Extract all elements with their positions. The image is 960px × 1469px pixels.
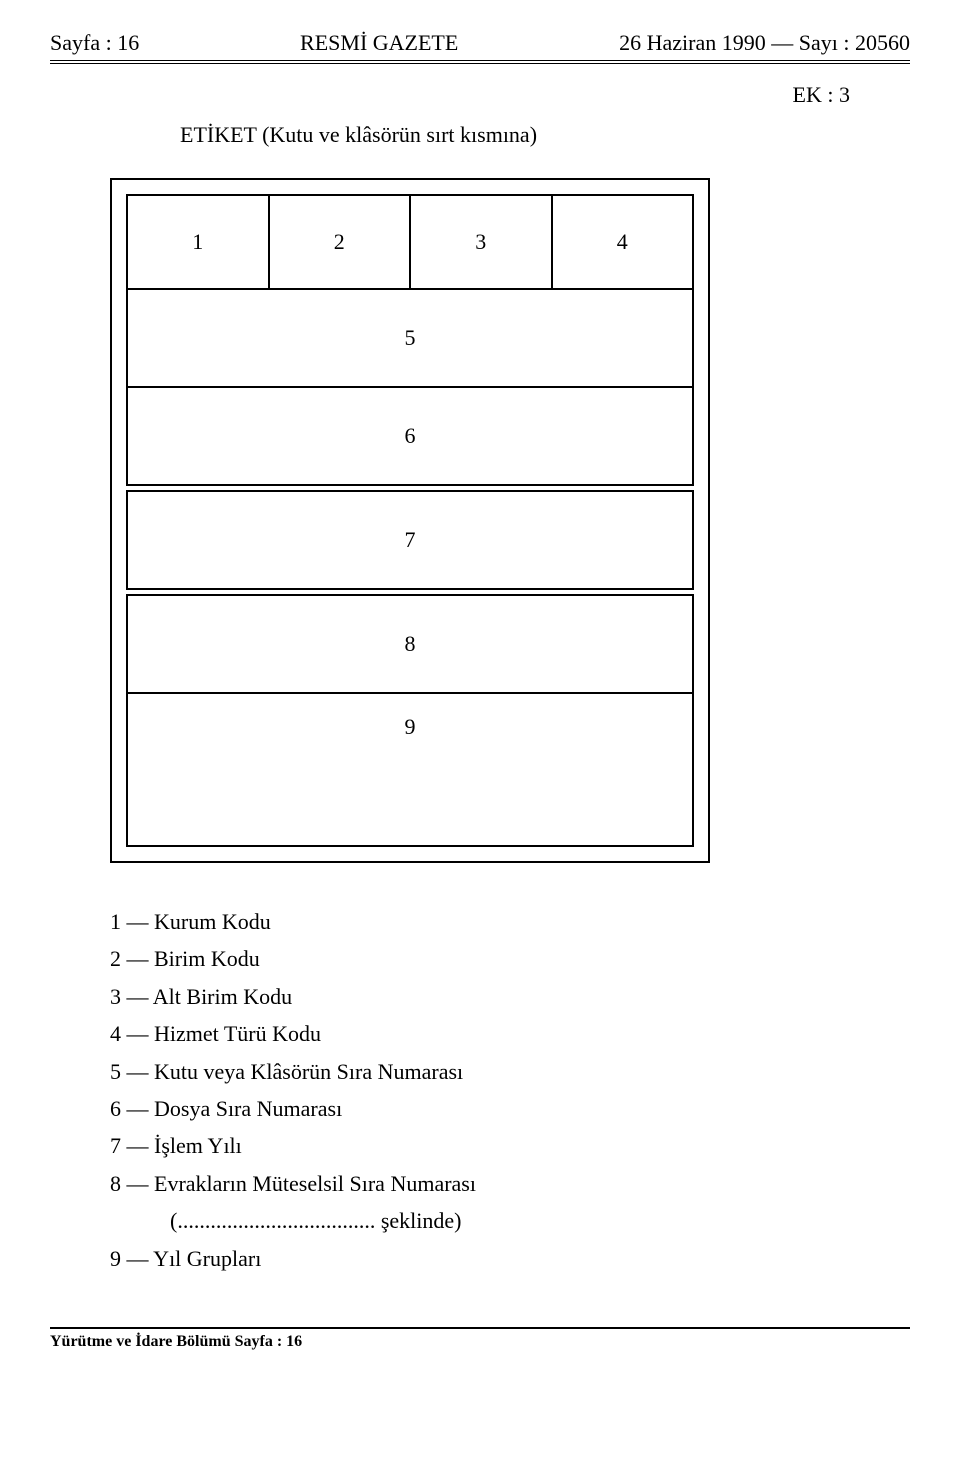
diagram-table: 1 2 3 4 5 6 7 8: [126, 194, 694, 847]
header-left: Sayfa : 16: [50, 30, 139, 56]
diagram-row-7: 7: [127, 491, 693, 589]
header-center: RESMİ GAZETE: [300, 30, 458, 56]
legend-item-8: 8 — Evrakların Müteselsil Sıra Numarası: [110, 1165, 910, 1202]
cell-4: 4: [552, 195, 694, 289]
cell-9: 9: [127, 693, 693, 846]
diagram-outer-box: 1 2 3 4 5 6 7 8: [110, 178, 710, 863]
cell-3: 3: [410, 195, 552, 289]
diagram-row-9: 9: [127, 693, 693, 846]
legend-item-5: 5 — Kutu veya Klâsörün Sıra Numarası: [110, 1053, 910, 1090]
page-footer: Yürütme ve İdare Bölümü Sayfa : 16: [50, 1327, 910, 1351]
legend-item-9: 9 — Yıl Grupları: [110, 1240, 910, 1277]
cell-8: 8: [127, 595, 693, 693]
page: Sayfa : 16 RESMİ GAZETE 26 Haziran 1990 …: [0, 0, 960, 1469]
cell-1: 1: [127, 195, 269, 289]
diagram-row-5: 5: [127, 289, 693, 387]
cell-2: 2: [269, 195, 411, 289]
legend-item-7: 7 — İşlem Yılı: [110, 1127, 910, 1164]
diagram-row-8: 8: [127, 595, 693, 693]
diagram-row-1: 1 2 3 4: [127, 195, 693, 289]
cell-5: 5: [127, 289, 693, 387]
cell-7: 7: [127, 491, 693, 589]
etiket-title: ETİKET (Kutu ve klâsörün sırt kısmına): [180, 122, 910, 148]
legend-item-3: 3 — Alt Birim Kodu: [110, 978, 910, 1015]
legend: 1 — Kurum Kodu 2 — Birim Kodu 3 — Alt Bi…: [110, 903, 910, 1277]
legend-item-6: 6 — Dosya Sıra Numarası: [110, 1090, 910, 1127]
legend-item-4: 4 — Hizmet Türü Kodu: [110, 1015, 910, 1052]
header-right: 26 Haziran 1990 — Sayı : 20560: [619, 30, 910, 56]
cell-6: 6: [127, 387, 693, 485]
legend-item-2: 2 — Birim Kodu: [110, 940, 910, 977]
diagram-row-6: 6: [127, 387, 693, 485]
legend-item-8-sub: (.................................... şe…: [170, 1202, 910, 1239]
annex-label: EK : 3: [50, 82, 910, 108]
page-header: Sayfa : 16 RESMİ GAZETE 26 Haziran 1990 …: [50, 30, 910, 64]
legend-item-1: 1 — Kurum Kodu: [110, 903, 910, 940]
label-diagram: 1 2 3 4 5 6 7 8: [110, 178, 910, 863]
